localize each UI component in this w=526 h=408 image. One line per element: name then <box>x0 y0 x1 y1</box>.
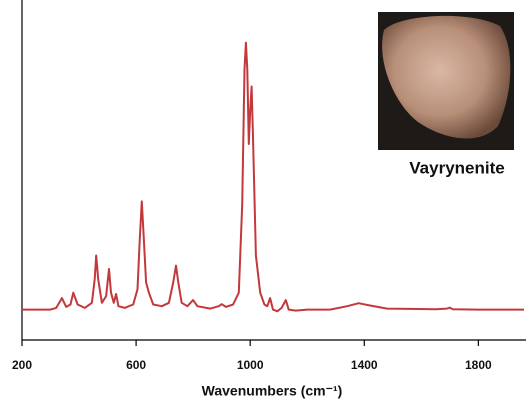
x-axis-label: Wavenumbers (cm⁻¹) <box>202 383 343 399</box>
inset-photo <box>378 12 514 150</box>
x-tick-label: 1800 <box>465 358 492 372</box>
annotation: Vayrynenite <box>409 158 504 177</box>
spectrum-line <box>22 41 524 313</box>
x-tick-label: 1400 <box>351 358 378 372</box>
x-tick-label: 200 <box>12 358 32 372</box>
x-tick-label: 600 <box>126 358 146 372</box>
x-tick-label: 1000 <box>237 358 264 372</box>
